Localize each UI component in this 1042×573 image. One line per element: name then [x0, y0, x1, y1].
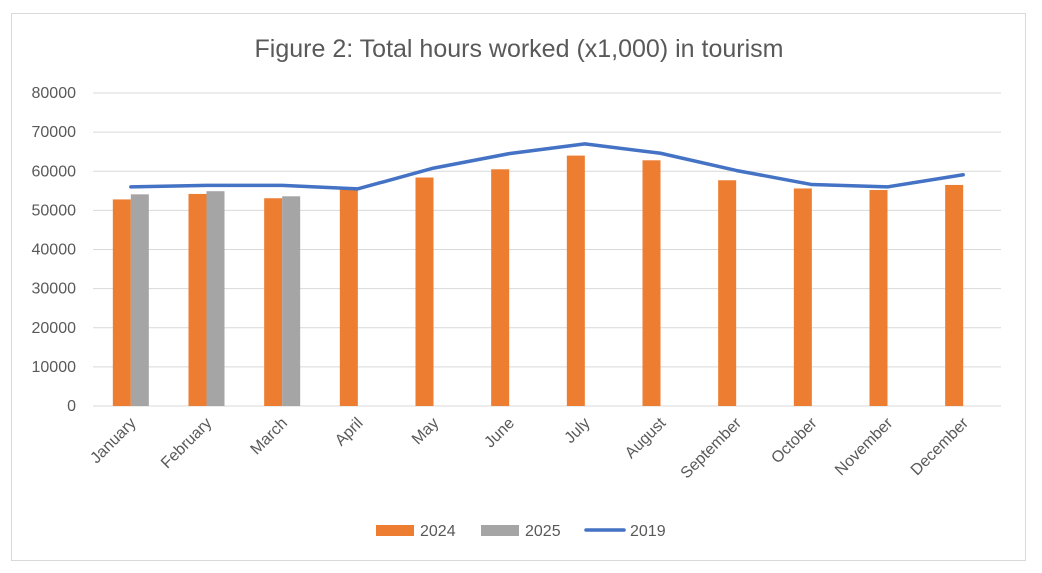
x-tick-label: August [622, 414, 670, 462]
bar-2024-march [264, 198, 283, 406]
chart-title: Figure 2: Total hours worked (x1,000) in… [255, 35, 784, 63]
y-tick-label: 10000 [32, 359, 77, 376]
x-tick-label: July [562, 415, 594, 447]
x-tick-label: December [908, 414, 973, 479]
y-tick-label: 70000 [32, 124, 77, 141]
bar-2024-december [945, 184, 964, 406]
bar-2025-february [206, 191, 225, 406]
x-tick-label: September [678, 414, 746, 482]
legend-label-2024: 2024 [420, 523, 456, 540]
bar-2024-april [339, 189, 358, 406]
x-tick-label: November [832, 414, 897, 479]
bar-2024-october [793, 188, 812, 406]
x-tick-label: April [332, 415, 367, 450]
line-series-2019 [129, 142, 965, 191]
x-tick-label: May [409, 415, 442, 448]
legend-swatch-2024 [376, 525, 414, 536]
y-tick-label: 60000 [32, 163, 77, 180]
y-tick-label: 20000 [32, 320, 77, 337]
bar-2024-february [188, 193, 207, 406]
bar-2024-january [112, 199, 131, 406]
legend-swatch-2025 [481, 525, 519, 536]
y-tick-label: 50000 [32, 202, 77, 219]
bar-2024-september [718, 180, 737, 406]
y-tick-label: 40000 [32, 242, 77, 259]
y-axis-ticks: 0 10000 20000 30000 40000 50000 60000 70000 8000… [32, 85, 77, 415]
x-tick-label: February [158, 415, 215, 472]
bar-2025-january [130, 194, 149, 406]
x-tick-label: June [481, 415, 518, 452]
x-axis-ticks: January February March April May June July Augu… [87, 414, 972, 482]
line-series [129, 142, 965, 191]
bar-2024-november [869, 190, 888, 406]
bar-2024-august [642, 160, 661, 406]
bars [112, 155, 964, 406]
bar-2024-july [566, 155, 585, 406]
gridlines [93, 92, 1001, 407]
legend-label-2019: 2019 [630, 523, 666, 540]
chart-frame [11, 13, 1026, 561]
legend-label-2025: 2025 [525, 523, 561, 540]
bar-2024-may [415, 177, 434, 406]
x-tick-label: October [768, 414, 821, 467]
y-tick-label: 30000 [32, 281, 77, 298]
x-tick-label: January [87, 415, 139, 467]
y-tick-label: 0 [67, 398, 76, 415]
bar-2025-march [282, 196, 301, 406]
y-tick-label: 80000 [32, 85, 77, 102]
legend: 2024 2025 2019 [376, 523, 666, 540]
x-tick-label: March [248, 415, 291, 458]
bar-2024-june [491, 169, 510, 406]
